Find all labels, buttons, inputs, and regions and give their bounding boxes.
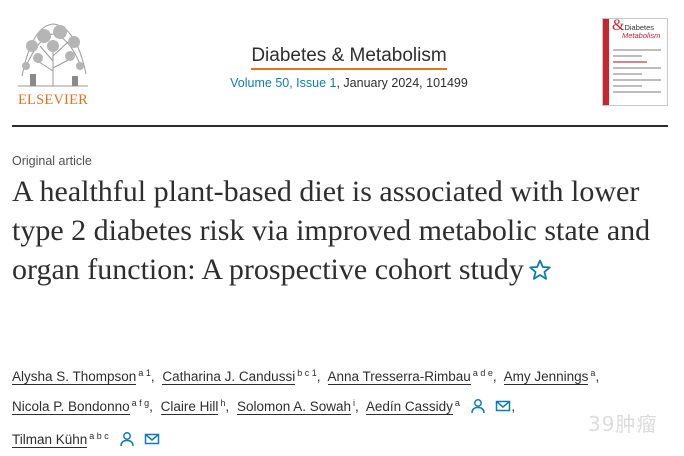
author-link[interactable]: Solomon A. Sowah (236, 399, 352, 415)
journal-title-link[interactable]: Diabetes & Metabolism (251, 44, 447, 70)
cover-stripe (603, 19, 609, 105)
affiliation-marks[interactable]: a b c (89, 431, 109, 441)
affiliation-marks[interactable]: a d e (472, 368, 493, 378)
volume-issue-link[interactable]: Volume 50, Issue 1 (230, 76, 337, 90)
email-icon[interactable] (495, 397, 511, 423)
journal-meta: Volume 50, Issue 1, January 2024, 101499 (214, 76, 484, 90)
elsevier-wordmark: ELSEVIER (17, 92, 89, 108)
author-link[interactable]: Catharina J. Candussi (162, 369, 296, 385)
affiliation-marks[interactable]: a f g (131, 398, 150, 408)
author-list: Alysha S. Thompson a 1, Catharina J. Cand… (12, 360, 672, 456)
cover-title: &Diabetes Metabolism (612, 18, 661, 40)
person-icon[interactable] (119, 430, 135, 456)
watermark-text: 39肿瘤 (588, 412, 658, 436)
journal-cover-thumbnail[interactable]: &Diabetes Metabolism (602, 18, 668, 106)
header-divider (12, 125, 668, 127)
affiliation-marks[interactable]: a (590, 368, 596, 378)
journal-info: Diabetes & Metabolism Volume 50, Issue 1… (214, 44, 484, 90)
affiliation-marks[interactable]: a (454, 398, 460, 408)
cover-text-lines (613, 49, 661, 97)
author-link[interactable]: Alysha S. Thompson (12, 369, 137, 385)
person-icon[interactable] (470, 397, 486, 423)
affiliation-marks[interactable]: h (220, 398, 226, 408)
author-link[interactable]: Claire Hill (160, 399, 219, 415)
email-icon[interactable] (144, 430, 160, 456)
author-link[interactable]: Nicola P. Bondonno (12, 399, 130, 415)
star-outline-icon[interactable] (528, 253, 552, 292)
elsevier-logo[interactable]: ELSEVIER (12, 16, 94, 108)
article-title-text: A healthful plant-based diet is associat… (12, 175, 651, 286)
affiliation-marks[interactable]: b c 1 (297, 368, 317, 378)
author-link[interactable]: Anna Tresserra-Rimbau (327, 369, 471, 385)
journal-date-id: , January 2024, 101499 (336, 76, 468, 90)
author-link[interactable]: Aedín Cassidy (365, 399, 453, 415)
elsevier-tree-icon (12, 16, 94, 90)
author-link[interactable]: Amy Jennings (503, 369, 589, 385)
author-link[interactable]: Tilman Kühn (12, 432, 88, 448)
affiliation-marks[interactable]: a 1 (138, 368, 151, 378)
article-type-label: Original article (12, 154, 92, 168)
article-title: A healthful plant-based diet is associat… (12, 172, 680, 292)
affiliation-marks[interactable]: i (353, 398, 356, 408)
journal-header: ELSEVIER Diabetes & Metabolism Volume 50… (0, 0, 684, 126)
